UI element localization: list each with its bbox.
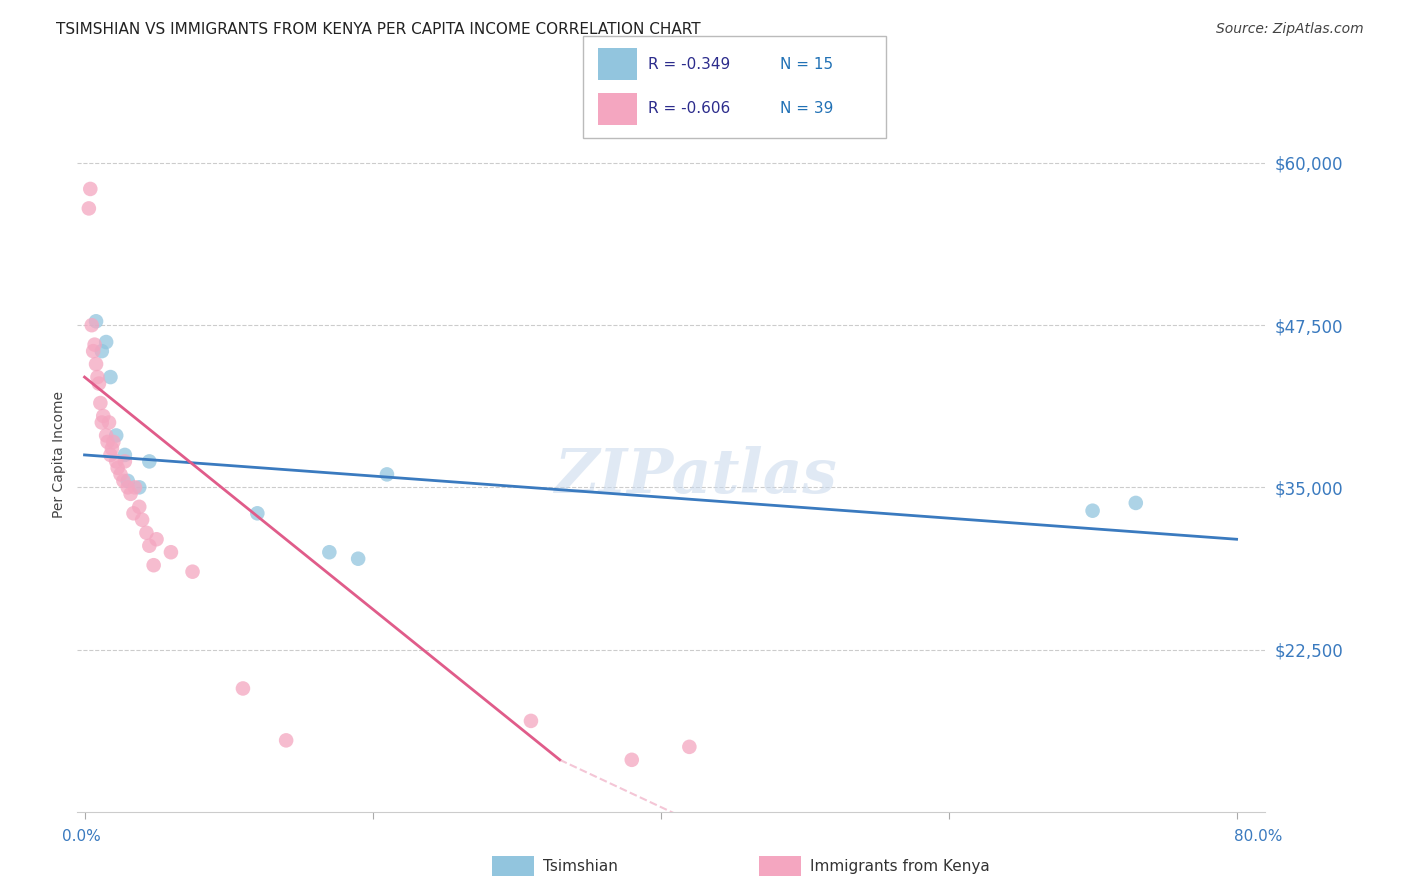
Point xyxy=(678,739,700,754)
Point xyxy=(117,474,139,488)
Text: Immigrants from Kenya: Immigrants from Kenya xyxy=(810,859,990,873)
Point xyxy=(94,334,117,349)
Point xyxy=(520,714,543,728)
Point xyxy=(1125,496,1147,510)
Point xyxy=(131,513,153,527)
Text: ZIPatlas: ZIPatlas xyxy=(554,446,837,507)
Point xyxy=(375,467,398,482)
Point xyxy=(91,409,114,423)
Point xyxy=(97,434,120,449)
Point xyxy=(80,318,103,333)
Point xyxy=(83,337,105,351)
Point xyxy=(620,753,643,767)
Point xyxy=(105,454,128,468)
Text: N = 15: N = 15 xyxy=(780,57,834,71)
Point xyxy=(114,454,136,468)
Point xyxy=(124,480,146,494)
Text: Tsimshian: Tsimshian xyxy=(543,859,617,873)
Point xyxy=(120,487,142,501)
Point xyxy=(142,558,165,573)
Point xyxy=(86,370,108,384)
Point xyxy=(100,448,122,462)
Point xyxy=(84,314,107,328)
Point xyxy=(181,565,204,579)
Point xyxy=(82,344,104,359)
Text: 0.0%: 0.0% xyxy=(62,830,101,844)
Point xyxy=(138,539,160,553)
Point xyxy=(347,551,370,566)
Point xyxy=(105,428,128,442)
Text: TSIMSHIAN VS IMMIGRANTS FROM KENYA PER CAPITA INCOME CORRELATION CHART: TSIMSHIAN VS IMMIGRANTS FROM KENYA PER C… xyxy=(56,22,700,37)
Point xyxy=(135,525,157,540)
Point xyxy=(90,416,112,430)
Point xyxy=(246,506,269,520)
Point xyxy=(122,506,145,520)
Point xyxy=(98,416,121,430)
Point xyxy=(112,474,135,488)
Point xyxy=(100,370,122,384)
Point xyxy=(101,442,124,456)
Point xyxy=(84,357,107,371)
Text: R = -0.349: R = -0.349 xyxy=(648,57,730,71)
Point xyxy=(107,461,129,475)
Point xyxy=(117,480,139,494)
Point xyxy=(87,376,110,391)
Text: 80.0%: 80.0% xyxy=(1234,830,1282,844)
Point xyxy=(232,681,254,696)
Point xyxy=(128,480,150,494)
Text: N = 39: N = 39 xyxy=(780,102,834,116)
Point xyxy=(77,202,100,216)
Text: Source: ZipAtlas.com: Source: ZipAtlas.com xyxy=(1216,22,1364,37)
Point xyxy=(79,182,101,196)
Text: R = -0.606: R = -0.606 xyxy=(648,102,730,116)
Point xyxy=(318,545,340,559)
Point xyxy=(1081,504,1104,518)
Point xyxy=(90,344,112,359)
Point xyxy=(276,733,298,747)
Y-axis label: Per Capita Income: Per Capita Income xyxy=(52,392,66,518)
Point xyxy=(103,434,125,449)
Point xyxy=(94,428,117,442)
Point xyxy=(110,467,132,482)
Point xyxy=(114,448,136,462)
Point xyxy=(160,545,183,559)
Point xyxy=(145,533,167,547)
Point xyxy=(128,500,150,514)
Point xyxy=(89,396,111,410)
Point xyxy=(138,454,160,468)
